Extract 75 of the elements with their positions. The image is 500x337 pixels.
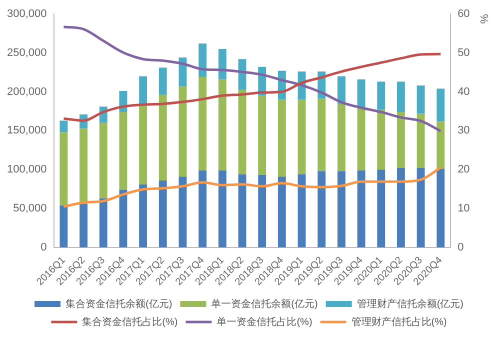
- bar: [139, 76, 148, 106]
- bar: [99, 198, 108, 248]
- y-tick-label: 200,000: [6, 86, 47, 98]
- y2-tick-label: 20: [458, 164, 470, 176]
- bar: [298, 174, 306, 248]
- bar: [158, 68, 167, 95]
- line-series: [62, 26, 442, 132]
- bar: [119, 112, 128, 190]
- legend-label: 管理财产信托占比(%): [351, 316, 447, 328]
- y2-tick-label: 50: [458, 46, 470, 59]
- bar: [377, 82, 386, 110]
- legend-label: 集合资金信托余额(亿元): [66, 298, 172, 310]
- bar: [318, 171, 326, 248]
- bar: [80, 128, 88, 204]
- line-series: [62, 166, 442, 208]
- bar: [377, 110, 386, 170]
- bar: [337, 103, 346, 172]
- y-tick-label: 250,000: [6, 46, 47, 59]
- bar: [178, 86, 187, 177]
- bar: [258, 175, 266, 248]
- bar: [139, 105, 148, 184]
- y2-tick-label: 0: [458, 241, 464, 254]
- legend-label: 单一资金信托余额(亿元): [211, 298, 318, 310]
- bar: [436, 88, 445, 122]
- bar: [357, 79, 366, 108]
- bar: [198, 77, 207, 170]
- bar: [396, 82, 405, 112]
- bar: [218, 170, 226, 248]
- bar: [396, 168, 405, 248]
- bar: [218, 49, 226, 80]
- y-tick-label: 300,000: [6, 8, 47, 20]
- bar: [396, 112, 405, 168]
- bar: [198, 170, 207, 248]
- bar: [119, 190, 128, 248]
- bar: [416, 86, 425, 114]
- bar: [278, 176, 286, 248]
- bar: [337, 76, 346, 104]
- y-tick-label: 50,000: [13, 202, 47, 214]
- bar: [80, 204, 88, 248]
- bar: [178, 176, 187, 248]
- y2-tick-label: 40: [458, 86, 470, 98]
- legend-label: 管理财产信托余额(亿元): [356, 298, 464, 310]
- y2-tick-label: 10: [458, 202, 470, 214]
- bar: [337, 171, 346, 248]
- bar: [60, 205, 68, 248]
- bar: [238, 174, 246, 248]
- bar: [158, 180, 167, 248]
- bar: [99, 122, 108, 198]
- bar: [318, 98, 326, 172]
- y2-tick-label: 60: [458, 8, 470, 20]
- bar: [298, 100, 306, 174]
- bar: [436, 121, 445, 169]
- bar: [416, 114, 425, 168]
- y-tick-label: 100,000: [6, 164, 47, 176]
- y2-axis-title: %: [477, 14, 490, 24]
- bar: [198, 44, 207, 78]
- bar: [238, 89, 246, 174]
- bar: [416, 168, 425, 248]
- bar: [357, 107, 366, 170]
- bar: [278, 100, 286, 177]
- line-series: [62, 52, 442, 122]
- bar: [436, 168, 445, 248]
- bar: [60, 132, 68, 206]
- bar: [357, 170, 366, 248]
- legend-label: 集合资金信托占比(%): [82, 316, 178, 328]
- bar: [158, 94, 167, 180]
- bar: [218, 79, 226, 170]
- bar: [377, 170, 386, 248]
- y-tick-label: 150,000: [6, 124, 47, 137]
- bar: [60, 120, 68, 132]
- y-tick-label: 0: [40, 241, 47, 254]
- bar: [258, 96, 266, 176]
- legend-label: 单一资金信托占比(%): [216, 316, 312, 328]
- y2-tick-label: 30: [458, 124, 470, 137]
- bar: [139, 184, 148, 248]
